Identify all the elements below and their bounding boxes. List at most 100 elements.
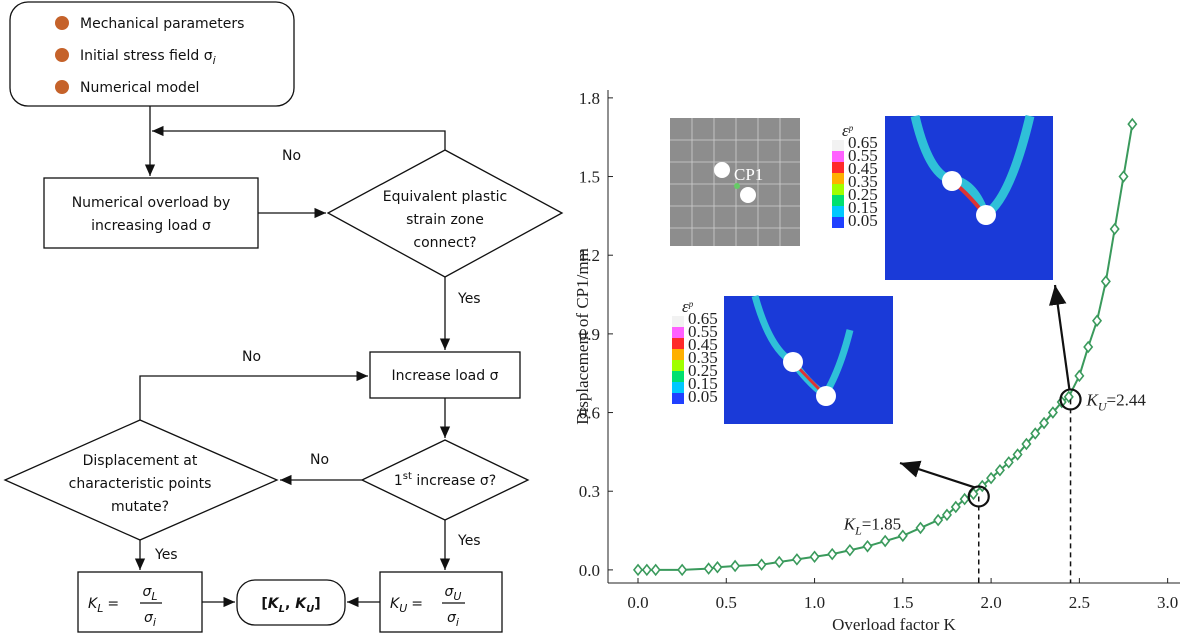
x-tick-label: 0.0: [627, 593, 648, 612]
legend-value: 0.25: [688, 361, 718, 380]
legend-value: 0.55: [848, 146, 878, 165]
legend-swatch: [672, 382, 684, 393]
data-point: [1074, 369, 1085, 383]
legend-symbol: εp: [842, 121, 854, 140]
arrow: [139, 370, 368, 420]
formula: σU: [445, 584, 462, 603]
data-point: [994, 463, 1005, 477]
legend-swatch: [832, 206, 844, 217]
legend-swatch: [832, 173, 844, 184]
marker-circle: [1059, 388, 1082, 411]
y-axis-label: Displacement of CP1/mm: [573, 248, 592, 425]
hole: [714, 162, 730, 178]
legend-swatch: [672, 349, 684, 360]
marker-circle: [967, 485, 990, 508]
data-point: [897, 529, 908, 543]
data-point: [1091, 314, 1103, 328]
formula-box: [379, 571, 503, 633]
process-box: [369, 351, 521, 399]
decision-text: Equivalent plastic: [383, 189, 507, 205]
process-text: Numerical overload by: [72, 195, 231, 211]
hole: [976, 205, 996, 225]
data-point: [950, 500, 961, 514]
callout-arrow: [899, 460, 976, 489]
marker-text: =2.44: [1107, 390, 1147, 409]
legend-swatch: [672, 338, 684, 349]
y-tick-label: 0.9: [579, 325, 600, 344]
label-yes: Yes: [457, 291, 481, 307]
formula: σL: [142, 584, 157, 603]
legend-symbol-char: ε: [842, 121, 849, 140]
x-tick-label: 0.5: [716, 593, 737, 612]
legend-value: 0.55: [688, 322, 718, 341]
data-point: [703, 562, 714, 575]
legend-value: 0.15: [848, 198, 878, 217]
legend-swatch: [832, 195, 844, 206]
legend-value: 0.65: [848, 133, 878, 152]
legend-value: 0.65: [688, 309, 718, 328]
decision-text: 1st increase σ?: [394, 471, 496, 489]
legend-swatch: [832, 217, 844, 228]
result: [KL, KU]: [261, 596, 320, 615]
legend-swatch: [832, 151, 844, 162]
label-no: No: [282, 148, 301, 164]
process-box: [43, 177, 259, 249]
plastic-zone: [910, 114, 1035, 222]
cp-point: [734, 183, 740, 189]
y-tick-label: 0.0: [579, 561, 600, 580]
result-box: [236, 579, 346, 626]
marker-k: K: [1086, 390, 1100, 409]
process-text: increasing load σ: [91, 218, 211, 234]
legend-value: 0.35: [848, 172, 878, 191]
data-point: [641, 563, 652, 577]
data-point: [1003, 456, 1014, 469]
bullet: [55, 48, 69, 62]
data-point: [1109, 222, 1120, 236]
data-point: [959, 492, 970, 506]
hole: [740, 187, 756, 203]
label-no: No: [310, 452, 329, 468]
data-point: [1030, 427, 1041, 440]
data-point: [712, 560, 723, 574]
legend-swatch: [672, 360, 684, 371]
data-point: [791, 553, 802, 566]
hole: [942, 171, 962, 191]
legend-symbol-sup: p: [688, 299, 694, 309]
data-point: [1063, 390, 1074, 404]
data-point: [677, 563, 688, 577]
decision-text: characteristic points: [69, 476, 212, 492]
data-point: [1127, 117, 1138, 131]
data-point: [632, 563, 644, 577]
input: Numerical model: [80, 80, 199, 96]
marker-label: KL=1.85: [843, 514, 901, 537]
formula-box: [77, 571, 203, 633]
chart: CP1 0.0 0.5 1.0 1.5 2.0 2.5 3.0 0.0 0.3 0.6 0.9 1.2…: [573, 89, 1180, 634]
data-point: [730, 559, 741, 573]
legend-value: 0.35: [688, 348, 718, 367]
legend-value: 0.15: [688, 374, 718, 393]
data-point: [1118, 170, 1129, 183]
plastic-inset: [724, 296, 893, 424]
decision-text: mutate?: [111, 499, 169, 515]
legend-value: 0.05: [848, 211, 878, 230]
data-point: [933, 513, 944, 527]
x-tick-label: 2.5: [1069, 593, 1090, 612]
data-line: [638, 123, 1134, 571]
data-point: [1047, 406, 1058, 419]
x-tick-label: 1.0: [804, 593, 825, 612]
y-tick-label: 1.2: [579, 246, 600, 265]
x-axis-label: Overload factor K: [832, 615, 956, 634]
data-point: [1012, 448, 1023, 461]
data-point: [1039, 416, 1050, 430]
legend-value: 0.45: [848, 159, 878, 178]
formula: KU =: [390, 596, 423, 615]
legend-symbol: εp: [682, 297, 694, 316]
formula: σi: [144, 610, 156, 629]
label-yes: Yes: [457, 533, 481, 549]
y-tick-label: 0.3: [579, 482, 600, 501]
data-point: [1100, 275, 1111, 288]
data-point: [774, 555, 785, 569]
input: Mechanical parameters: [80, 16, 244, 32]
cp-label: CP1: [734, 165, 763, 184]
